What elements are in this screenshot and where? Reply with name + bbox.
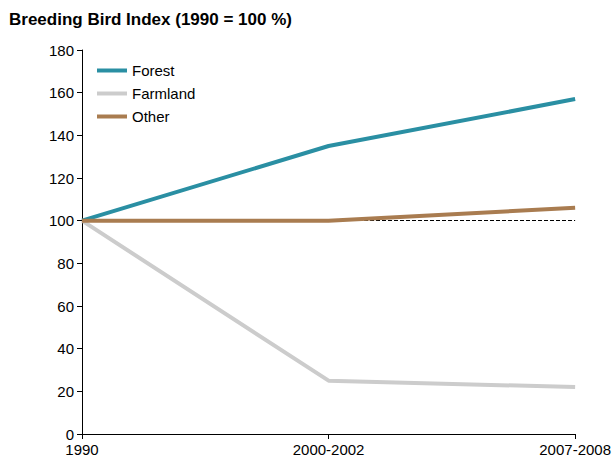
svg-text:80: 80 bbox=[57, 255, 74, 272]
svg-text:160: 160 bbox=[49, 84, 74, 101]
svg-text:2000-2002: 2000-2002 bbox=[293, 441, 365, 458]
svg-text:100: 100 bbox=[49, 212, 74, 229]
svg-text:Breeding Bird Index (1990 = 10: Breeding Bird Index (1990 = 100 %) bbox=[9, 10, 292, 29]
svg-text:140: 140 bbox=[49, 127, 74, 144]
svg-text:Other: Other bbox=[132, 108, 170, 125]
svg-text:0: 0 bbox=[66, 426, 74, 443]
svg-text:180: 180 bbox=[49, 42, 74, 59]
svg-text:60: 60 bbox=[57, 298, 74, 315]
svg-text:20: 20 bbox=[57, 383, 74, 400]
svg-text:2007-2008: 2007-2008 bbox=[539, 441, 611, 458]
svg-text:1990: 1990 bbox=[65, 441, 98, 458]
svg-text:40: 40 bbox=[57, 340, 74, 357]
svg-text:Farmland: Farmland bbox=[132, 85, 195, 102]
svg-text:Forest: Forest bbox=[132, 62, 175, 79]
svg-text:120: 120 bbox=[49, 170, 74, 187]
